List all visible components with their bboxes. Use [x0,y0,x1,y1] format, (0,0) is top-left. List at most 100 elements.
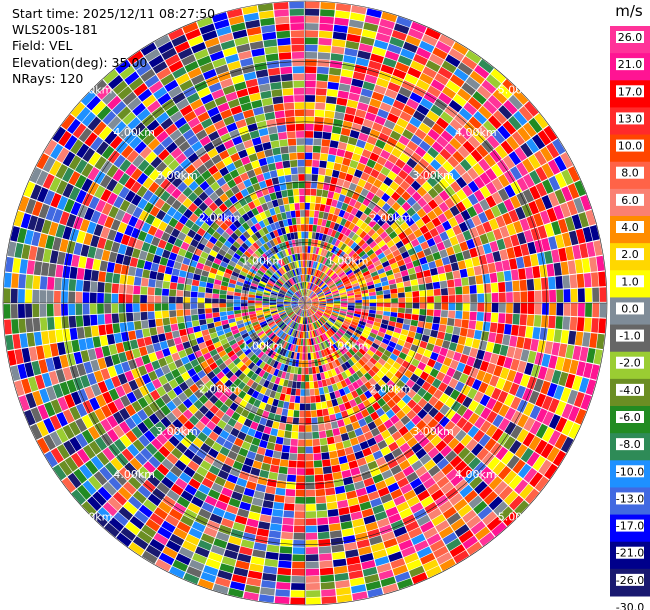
gate-cell [372,374,381,383]
gate-cell [329,391,336,400]
gate-cell [285,357,291,365]
gate-cell [551,370,562,385]
gate-cell [529,405,541,420]
gate-cell [290,366,295,374]
gate-cell [169,282,178,290]
gate-cell [585,288,592,302]
gate-cell [315,232,320,240]
gate-cell [460,159,472,172]
gate-cell [311,268,314,276]
gate-cell [354,329,363,335]
gate-cell [278,422,286,431]
gate-cell [305,303,308,310]
gate-cell [358,43,373,53]
gate-cell [382,57,397,68]
gate-cell [240,425,250,434]
gate-cell [326,305,333,308]
gate-cell [305,482,315,490]
gate-cell [325,378,332,386]
gate-cell [285,372,291,380]
gate-cell [169,310,177,318]
gate-cell [341,69,354,78]
gate-cell [506,135,520,151]
gate-cell [332,383,339,392]
gate-cell [468,495,483,509]
gate-cell [372,549,387,560]
gate-cell [306,575,320,583]
gate-cell [147,287,155,296]
gate-cell [529,170,542,185]
gate-cell [305,253,308,260]
gate-cell [333,223,340,231]
gate-cell [118,313,127,323]
gate-cell [455,479,469,492]
gate-cell [343,113,355,123]
gate-cell [528,436,542,451]
gate-cell [478,382,489,394]
gate-cell [473,189,485,202]
gate-cell [248,297,255,301]
gate-cell [400,180,410,191]
gate-cell [364,15,381,25]
gate-cell [317,174,325,183]
gate-cell [349,399,357,408]
gate-cell [305,504,316,511]
gate-cell [315,312,321,318]
gate-cell [330,457,340,466]
gate-cell [461,82,476,96]
gate-cell [343,535,356,544]
gate-cell [390,262,399,270]
gate-cell [335,3,352,12]
gate-cell [419,340,428,349]
gate-cell [372,450,384,460]
gate-cell [403,280,411,287]
gate-cell [350,511,363,521]
gate-cell [340,304,348,308]
gate-cell [328,516,340,524]
gate-cell [411,314,419,321]
gate-cell [567,260,577,275]
gate-cell [376,306,384,311]
gate-cell [583,273,592,288]
gate-cell [290,329,295,336]
gate-cell [404,313,412,320]
gate-cell [464,337,474,347]
gate-cell [381,260,390,268]
gate-cell [381,192,391,203]
gate-cell [230,427,240,437]
gate-cell [274,494,285,503]
gate-cell [311,424,319,432]
gate-cell [379,342,388,350]
gate-cell [268,435,277,444]
gate-cell [359,155,369,165]
gate-cell [270,375,277,383]
gate-cell [126,275,135,285]
gate-cell [456,362,466,373]
gate-cell [305,8,320,16]
gate-cell [384,160,395,170]
gate-cell [145,544,162,558]
gate-cell [454,278,462,287]
gate-cell [433,288,441,296]
gate-cell [205,471,217,482]
gate-cell [510,358,520,371]
gate-cell [370,328,379,335]
gate-cell [333,435,343,443]
gate-cell [324,291,332,296]
gate-cell [310,294,317,300]
gate-cell [318,350,323,358]
gate-cell [325,309,332,313]
gate-cell [334,485,346,495]
gate-cell [355,258,363,265]
gate-cell [305,303,307,310]
gate-cell [332,255,339,263]
gate-cell [336,97,348,106]
gate-cell [386,197,396,207]
gate-cell [305,303,311,306]
gate-cell [360,384,369,393]
gate-cell [357,194,366,204]
gate-cell [344,228,352,237]
gate-cell [284,503,295,511]
gate-cell [347,384,355,392]
gate-cell [305,417,312,425]
